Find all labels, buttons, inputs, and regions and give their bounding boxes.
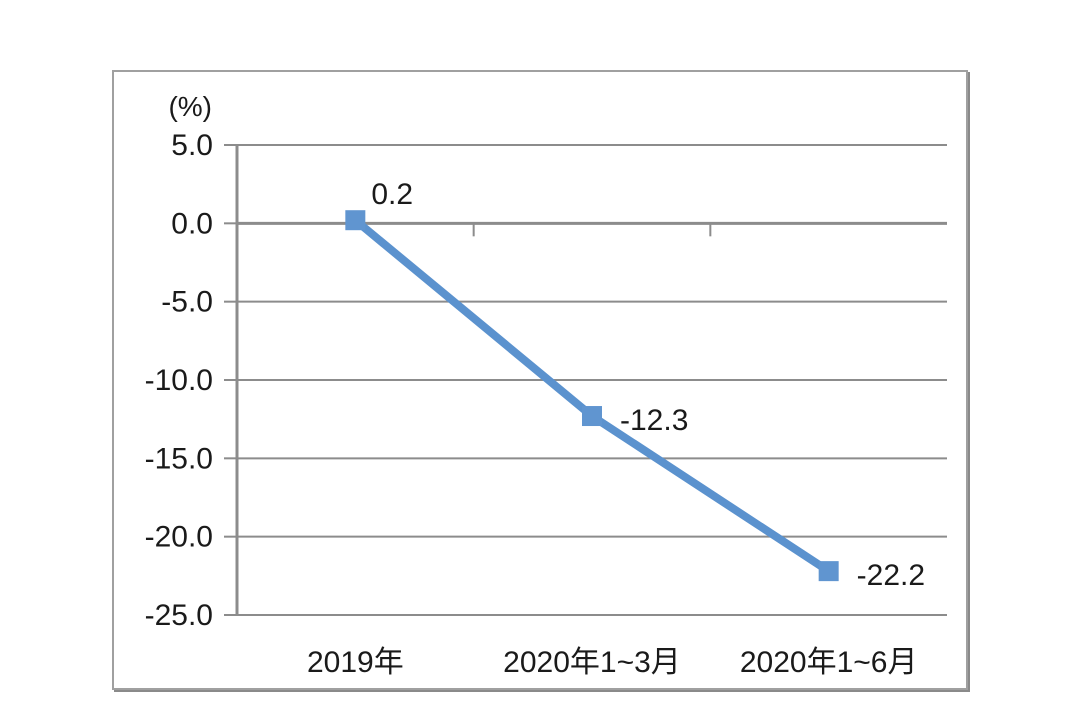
y-tick-label: -15.0 — [145, 442, 213, 475]
data-line — [352, 217, 831, 575]
y-tick-label: -5.0 — [161, 286, 213, 319]
y-tick-label: -20.0 — [145, 521, 213, 554]
data-point-marker — [345, 210, 366, 231]
data-point-marker — [582, 406, 602, 427]
y-tick-label: 0.0 — [171, 207, 213, 240]
data-label: -12.3 — [620, 404, 688, 437]
x-category-label: 2020年1~3月 — [503, 646, 681, 679]
y-tick-label: -10.0 — [145, 364, 213, 397]
data-label: 0.2 — [371, 178, 413, 211]
y-tick-label: 5.0 — [171, 129, 213, 162]
data-point-marker — [818, 561, 839, 582]
data-label: -22.2 — [857, 559, 925, 592]
y-axis-unit-label: (%) — [168, 91, 212, 122]
y-tick-label: -25.0 — [145, 599, 213, 632]
x-category-label: 2020年1~6月 — [740, 646, 918, 679]
x-category-label: 2019年 — [307, 646, 404, 679]
